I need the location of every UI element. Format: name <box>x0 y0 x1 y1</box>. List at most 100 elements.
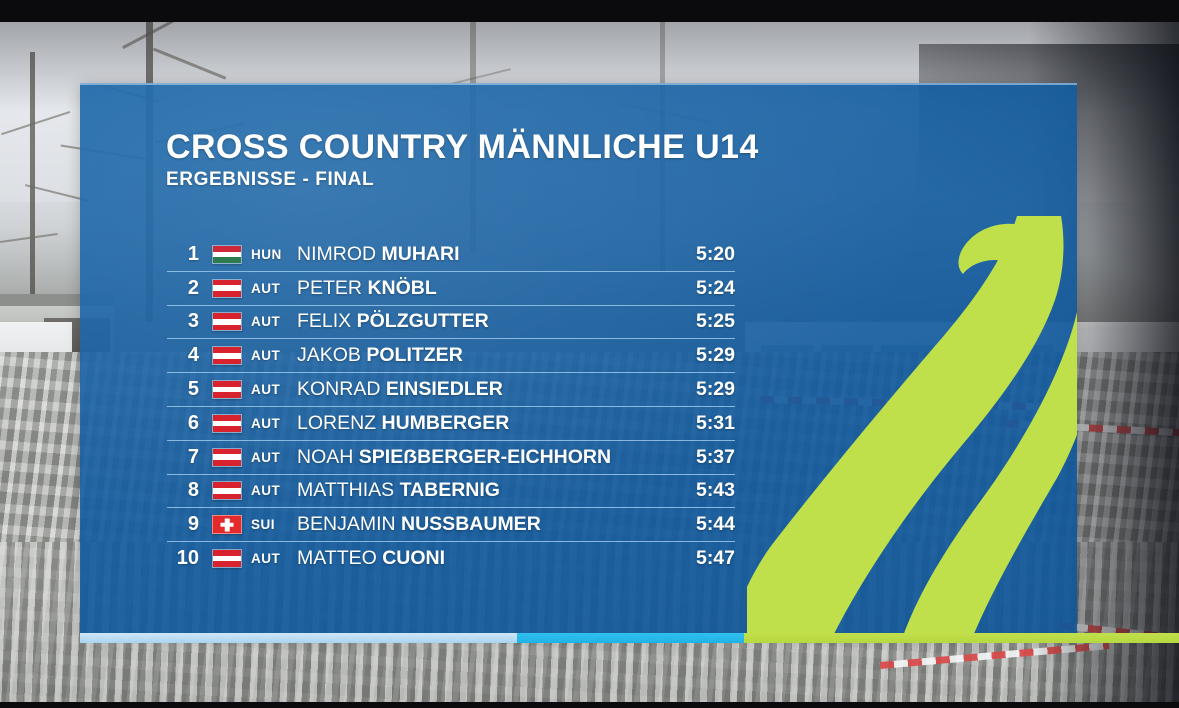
athlete-name: NIMROD MUHARI <box>297 243 653 266</box>
finish-time: 5:29 <box>695 344 735 367</box>
event-subtitle: ERGEBNISSE - FINAL <box>166 169 375 190</box>
flag-austria-icon <box>212 549 242 569</box>
athlete-first-name: LORENZ <box>297 411 382 434</box>
finish-time: 5:37 <box>695 445 735 468</box>
finish-time: 5:31 <box>695 411 735 434</box>
results-panel: CROSS COUNTRY MÄNNLICHE U14 ERGEBNISSE -… <box>80 83 1077 636</box>
title-block: CROSS COUNTRY MÄNNLICHE U14 ERGEBNISSE -… <box>166 130 759 191</box>
finish-time: 5:24 <box>695 276 735 299</box>
finish-time: 5:29 <box>695 378 735 401</box>
result-row: 2 AUT PETER KNÖBL 5:24 <box>167 270 735 305</box>
accent-segment-pale-blue <box>80 633 517 643</box>
result-row: 5 AUT KONRAD EINSIEDLER 5:29 <box>167 372 735 406</box>
rank-number: 10 <box>176 547 199 570</box>
flag-stripe <box>213 358 241 365</box>
flag-stripe <box>213 454 241 460</box>
athlete-name: NOAH SPIEẞBERGER-EICHHORN <box>297 446 653 469</box>
finish-time: 5:47 <box>695 547 735 570</box>
rank-number: 7 <box>187 445 199 468</box>
letterbox-bar-top <box>0 0 1179 22</box>
athlete-last-name: PÖLZGUTTER <box>356 310 489 333</box>
flag-stripe <box>213 488 241 494</box>
athlete-last-name: EINSIEDLER <box>385 378 503 401</box>
athlete-name: JAKOB POLITZER <box>297 344 653 367</box>
nation-code: AUT <box>251 314 281 330</box>
athlete-first-name: JAKOB <box>297 344 367 367</box>
brand-swoosh-graphic <box>747 216 1077 636</box>
athlete-name: MATTEO CUONI <box>297 547 653 570</box>
athlete-last-name: NUSSBAUMER <box>401 513 541 536</box>
flag-stripe <box>213 386 241 393</box>
rank-number: 3 <box>187 310 199 333</box>
nation-code: AUT <box>251 483 281 499</box>
nation-code: AUT <box>251 551 281 567</box>
flag-stripe <box>213 285 241 291</box>
nation-code: AUT <box>251 280 281 296</box>
flag-stripe <box>213 550 241 556</box>
athlete-last-name: KNÖBL <box>367 276 437 299</box>
flag-stripe <box>213 257 241 263</box>
athlete-name: KONRAD EINSIEDLER <box>297 378 653 401</box>
athlete-last-name: SPIEẞBERGER-EICHHORN <box>358 445 612 468</box>
flag-stripe <box>213 555 241 562</box>
flag-austria-icon <box>212 312 242 332</box>
flag-stripe <box>213 313 241 320</box>
accent-segment-lime <box>744 633 1179 643</box>
athlete-first-name: PETER <box>297 276 368 299</box>
flag-stripe <box>213 279 241 286</box>
letterbox-bar-bottom <box>0 702 1179 708</box>
flag-stripe <box>213 251 241 258</box>
flag-austria-icon <box>212 380 242 400</box>
accent-segment-cyan <box>517 633 744 643</box>
athlete-last-name: CUONI <box>382 547 446 570</box>
athlete-first-name: KONRAD <box>297 378 386 401</box>
bottom-accent-strip <box>80 633 1179 643</box>
flag-stripe <box>213 448 241 455</box>
result-row: 8 AUT MATTHIAS TABERNIG 5:43 <box>167 473 735 508</box>
athlete-first-name: NOAH <box>297 445 359 468</box>
flag-austria-icon <box>212 346 242 366</box>
finish-time: 5:43 <box>695 479 735 502</box>
flag-stripe <box>213 324 241 331</box>
flag-stripe <box>213 381 241 387</box>
nation-code: AUT <box>251 382 281 398</box>
nation-code: AUT <box>251 415 281 431</box>
flag-stripe <box>213 392 241 399</box>
flag-stripe <box>213 493 241 500</box>
flag-austria-icon <box>212 278 242 298</box>
result-row: 1 HUN NIMROD MUHARI 5:20 <box>167 238 735 271</box>
athlete-first-name: NIMROD <box>297 242 382 265</box>
athlete-name: FELIX PÖLZGUTTER <box>297 310 653 333</box>
athlete-first-name: BENJAMIN <box>297 513 402 536</box>
flag-cross-horizontal <box>220 522 234 528</box>
rank-number: 2 <box>187 276 199 299</box>
nation-code: HUN <box>251 246 282 262</box>
athlete-name: LORENZ HUMBERGER <box>297 412 653 435</box>
flag-stripe <box>213 561 241 568</box>
athlete-last-name: HUMBERGER <box>381 411 510 434</box>
result-row: 9 SUI BENJAMIN NUSSBAUMER 5:44 <box>167 507 735 541</box>
athlete-last-name: POLITZER <box>366 344 463 367</box>
results-table: 1 HUN NIMROD MUHARI 5:20 2 AUT PETER KNÖBL 5:24… <box>167 238 735 575</box>
athlete-first-name: MATTHIAS <box>297 479 400 502</box>
flag-stripe <box>213 319 241 325</box>
rank-number: 4 <box>187 344 199 367</box>
athlete-first-name: FELIX <box>297 310 357 333</box>
finish-time: 5:20 <box>695 242 735 265</box>
flag-stripe <box>213 420 241 427</box>
panel-top-edge <box>80 83 1077 85</box>
nation-code: AUT <box>251 449 281 465</box>
result-row: 4 AUT JAKOB POLITZER 5:29 <box>167 338 735 372</box>
flag-switzerland-icon <box>212 515 242 535</box>
athlete-last-name: MUHARI <box>381 242 460 265</box>
rank-number: 6 <box>187 411 199 434</box>
athlete-name: MATTHIAS TABERNIG <box>297 479 653 502</box>
rank-number: 9 <box>187 513 199 536</box>
tree-trunk <box>30 52 35 352</box>
flag-stripe <box>213 459 241 466</box>
flag-stripe <box>213 291 241 297</box>
finish-time: 5:25 <box>695 310 735 333</box>
flag-stripe <box>213 352 241 359</box>
flag-hungary-icon <box>212 244 242 264</box>
